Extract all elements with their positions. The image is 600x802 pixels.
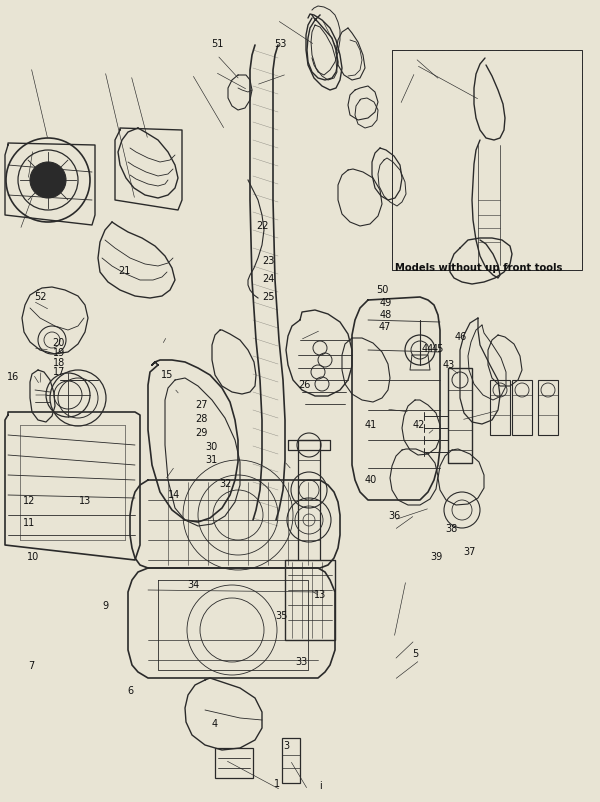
Text: 38: 38 xyxy=(445,525,457,534)
Text: 4: 4 xyxy=(212,719,218,729)
Bar xyxy=(392,50,582,270)
Bar xyxy=(512,380,532,435)
Text: 13: 13 xyxy=(314,590,326,600)
Text: 6: 6 xyxy=(128,687,134,696)
Text: 37: 37 xyxy=(463,547,475,557)
Text: 16: 16 xyxy=(7,372,19,382)
Text: 14: 14 xyxy=(168,490,180,500)
Text: 44: 44 xyxy=(421,344,433,354)
Text: 40: 40 xyxy=(365,475,377,484)
Text: 34: 34 xyxy=(187,581,199,590)
Text: 46: 46 xyxy=(455,332,467,342)
Bar xyxy=(490,380,510,435)
Text: 31: 31 xyxy=(205,455,217,464)
Text: i: i xyxy=(320,781,322,791)
Text: 19: 19 xyxy=(53,348,65,358)
Bar xyxy=(298,440,320,585)
Text: 32: 32 xyxy=(219,479,231,488)
Text: 53: 53 xyxy=(275,39,287,49)
Text: 35: 35 xyxy=(276,611,288,621)
Text: 22: 22 xyxy=(257,221,269,231)
Text: 10: 10 xyxy=(27,552,39,561)
Text: 51: 51 xyxy=(211,39,223,49)
Text: 5: 5 xyxy=(412,649,418,658)
Text: 36: 36 xyxy=(389,512,401,521)
Text: 29: 29 xyxy=(195,428,207,438)
Text: 25: 25 xyxy=(263,292,275,302)
Text: 42: 42 xyxy=(413,420,425,430)
Text: 11: 11 xyxy=(23,518,35,528)
Text: Models without up front tools: Models without up front tools xyxy=(395,263,562,273)
Text: 41: 41 xyxy=(365,420,377,430)
Bar xyxy=(215,748,253,778)
Text: 17: 17 xyxy=(53,367,65,377)
Text: 3: 3 xyxy=(284,741,290,751)
Text: 50: 50 xyxy=(377,286,389,295)
Text: 30: 30 xyxy=(205,442,217,452)
Text: 43: 43 xyxy=(443,360,455,370)
Text: 52: 52 xyxy=(35,292,47,302)
Text: 47: 47 xyxy=(379,322,391,332)
Bar xyxy=(282,738,300,783)
Text: 12: 12 xyxy=(23,496,35,506)
Text: 18: 18 xyxy=(53,358,65,367)
Text: 23: 23 xyxy=(263,256,275,265)
Text: 1: 1 xyxy=(274,780,280,789)
Text: 9: 9 xyxy=(102,601,108,610)
Text: 49: 49 xyxy=(379,298,391,308)
Bar xyxy=(285,560,335,640)
Text: 26: 26 xyxy=(299,380,311,390)
Text: 15: 15 xyxy=(161,371,173,380)
Bar xyxy=(448,368,472,463)
Text: 13: 13 xyxy=(79,496,91,506)
Text: 45: 45 xyxy=(432,344,444,354)
Text: 27: 27 xyxy=(195,400,207,410)
Text: 7: 7 xyxy=(28,661,34,670)
Text: 28: 28 xyxy=(195,414,207,423)
Text: 24: 24 xyxy=(263,274,275,284)
Bar xyxy=(538,380,558,435)
Text: 20: 20 xyxy=(53,338,65,348)
Text: 48: 48 xyxy=(379,310,391,320)
Text: 39: 39 xyxy=(431,552,443,561)
Text: 21: 21 xyxy=(119,266,131,276)
Text: 33: 33 xyxy=(295,657,307,666)
Circle shape xyxy=(30,162,66,198)
